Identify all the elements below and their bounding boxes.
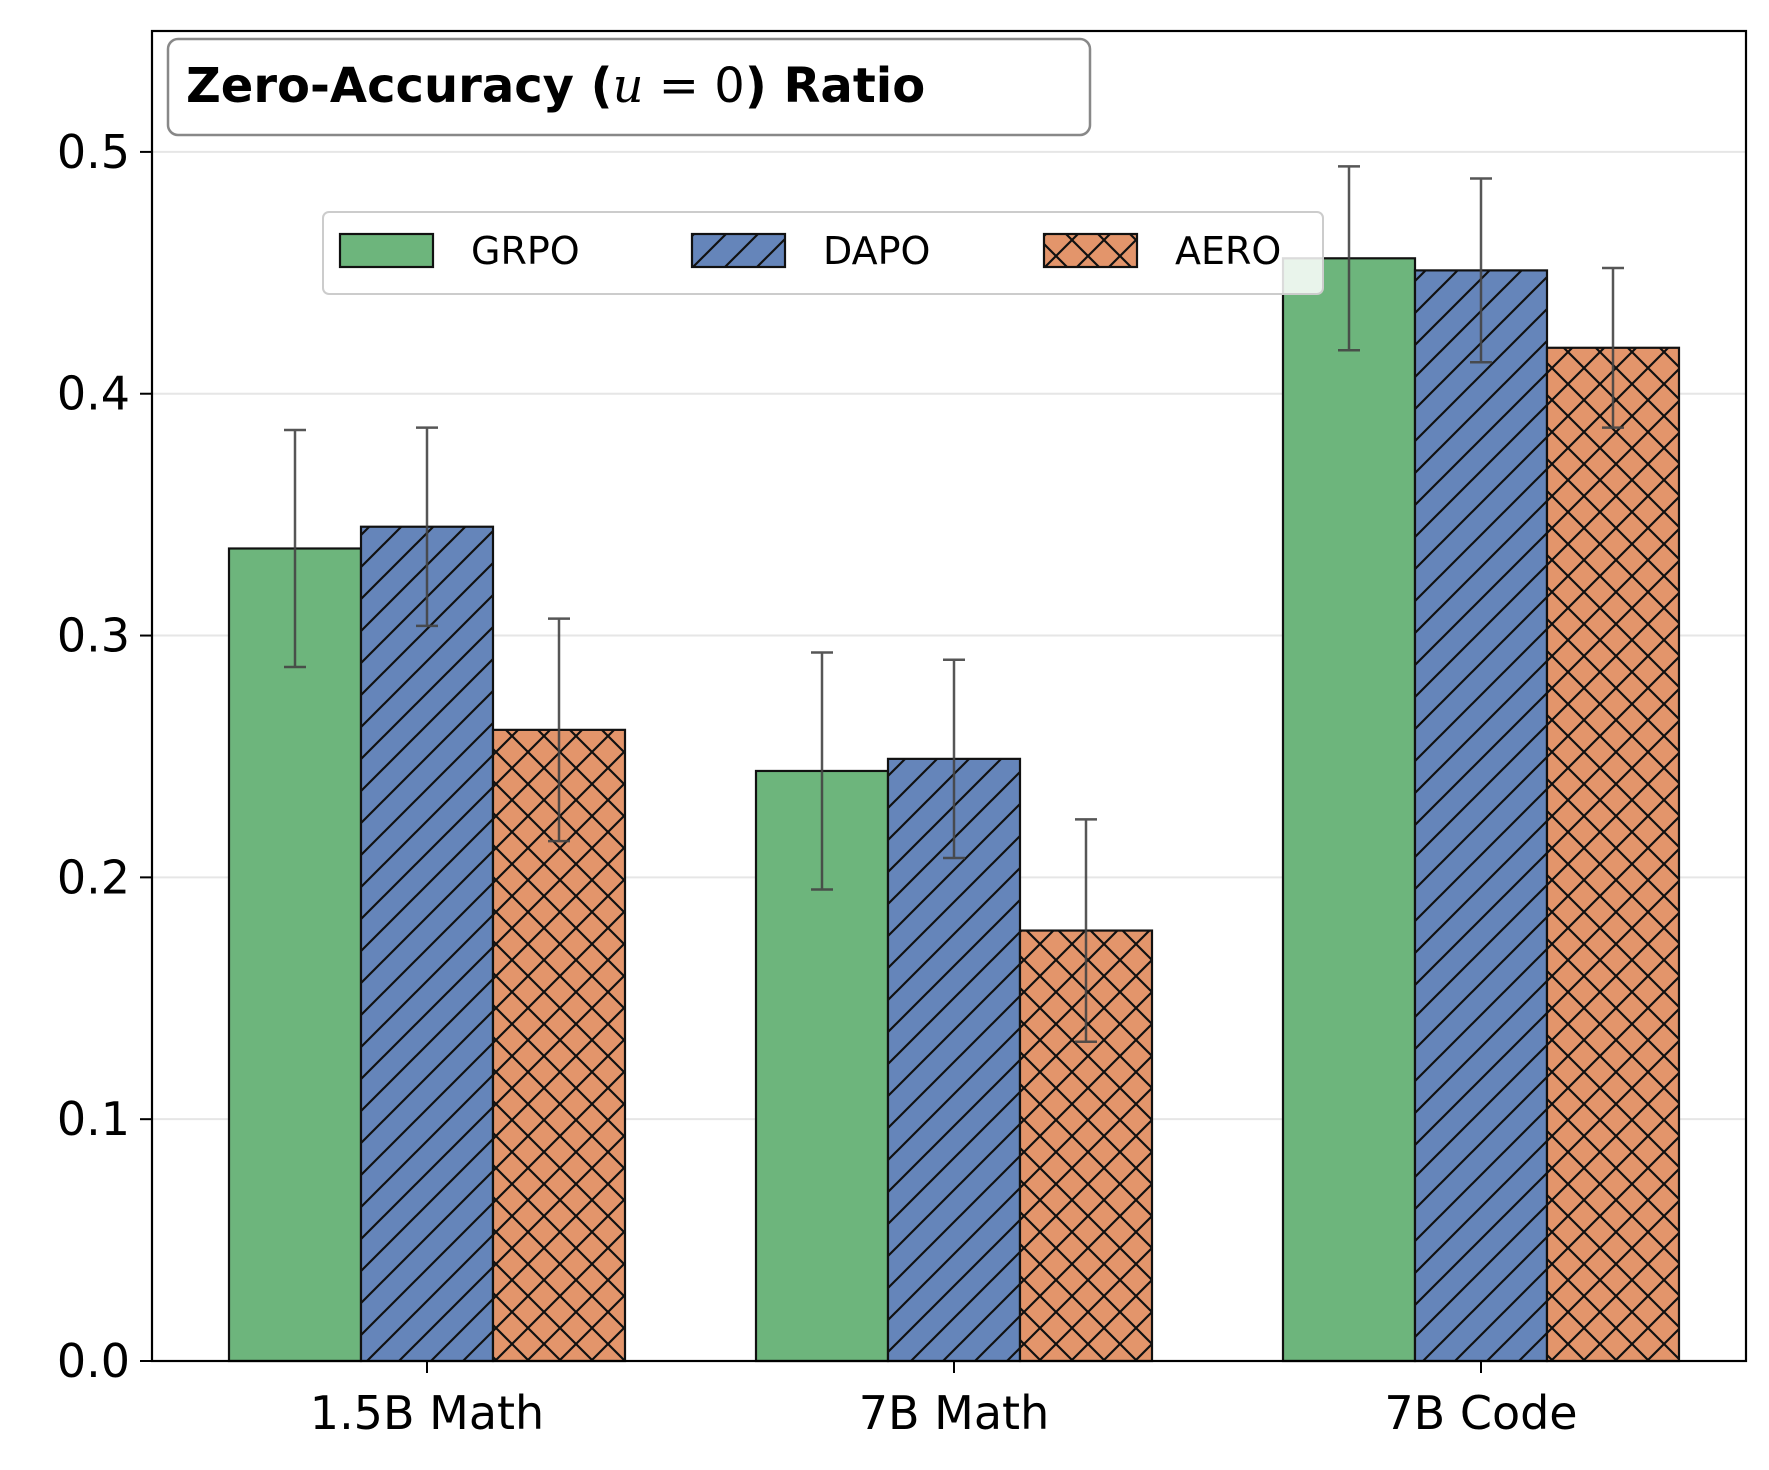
bar-hatch-dapo-2	[1415, 270, 1547, 1361]
y-tick-label-1: 0.1	[57, 1092, 130, 1146]
legend: GRPO DAPO AERO	[322, 211, 1324, 295]
x-tick-label-0: 1.5B Math	[310, 1386, 544, 1440]
error-bar-aero-1	[1075, 818, 1097, 1044]
error-bar-aero-2	[1602, 266, 1624, 429]
legend-swatch-grpo	[340, 234, 433, 267]
y-tick-label-4: 0.4	[57, 367, 130, 421]
chart-title: Zero-Accuracy (u = 0) Ratio	[186, 58, 925, 114]
y-tick-label-2: 0.2	[57, 850, 130, 904]
title-equation: = 0	[644, 58, 745, 114]
error-bars	[284, 165, 1624, 1044]
bar-grpo-2	[1283, 258, 1415, 1361]
error-bar-dapo-2	[1470, 177, 1492, 364]
y-axis: 0.0 0.1 0.2 0.3 0.4 0.5	[57, 125, 152, 1388]
bar-hatch-aero-2	[1547, 347, 1679, 1361]
x-tick-label-2: 7B Code	[1384, 1386, 1577, 1440]
title-prefix: Zero-Accuracy (	[186, 58, 613, 114]
y-tick-label-3: 0.3	[57, 609, 130, 663]
y-tick-label-5: 0.5	[57, 125, 130, 179]
error-bar-grpo-0	[284, 428, 306, 669]
error-bar-dapo-0	[416, 426, 438, 628]
error-bar-aero-0	[548, 617, 570, 843]
bar-grpo-0	[229, 548, 361, 1361]
plot-frame	[150, 29, 1748, 1363]
x-tick-label-1: 7B Math	[859, 1386, 1050, 1440]
bar-hatch-dapo-0	[361, 526, 493, 1361]
legend-label-dapo: DAPO	[823, 229, 930, 273]
legend-item-grpo: GRPO	[338, 229, 580, 273]
title-variable: u	[613, 58, 644, 114]
legend-item-aero: AERO	[1042, 229, 1281, 273]
title-suffix: ) Ratio	[745, 58, 925, 114]
legend-label-grpo: GRPO	[471, 229, 580, 273]
chart-title-box: Zero-Accuracy (u = 0) Ratio	[166, 37, 1092, 137]
error-bar-grpo-2	[1338, 165, 1360, 352]
y-tick-label-0: 0.0	[57, 1334, 130, 1388]
error-bar-grpo-1	[811, 651, 833, 891]
x-axis: 1.5B Math 7B Math 7B Code	[310, 1361, 1578, 1440]
legend-item-dapo: DAPO	[690, 229, 930, 273]
legend-label-aero: AERO	[1175, 229, 1281, 273]
error-bar-dapo-1	[943, 658, 965, 860]
bars	[227, 257, 1681, 1363]
